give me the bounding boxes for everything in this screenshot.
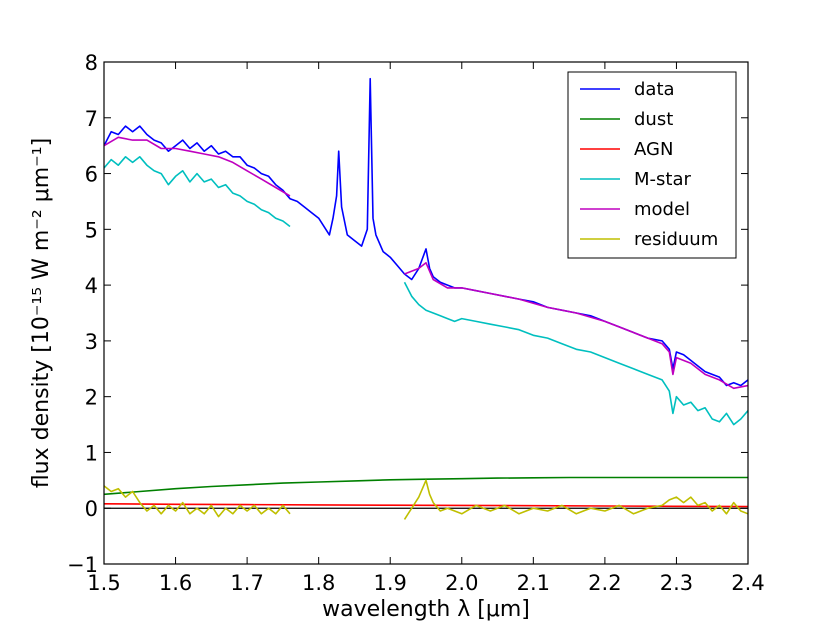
y-tick-label: 6 xyxy=(85,163,98,187)
series-line-agn xyxy=(104,503,748,508)
x-axis-label: wavelength λ [μm] xyxy=(322,597,530,622)
x-tick-label: 1.6 xyxy=(159,571,192,595)
y-tick-label: 3 xyxy=(85,330,98,354)
y-tick-label: 8 xyxy=(85,51,98,75)
series-line-dust xyxy=(104,476,748,496)
x-tick-label: 2.2 xyxy=(588,571,621,595)
x-tick-label: 2.1 xyxy=(517,571,550,595)
legend-label-agn: AGN xyxy=(634,139,673,160)
series-line-m-star-1 xyxy=(104,156,291,228)
series-line-m-star-2 xyxy=(403,281,748,426)
x-tick-label: 2.0 xyxy=(445,571,478,595)
legend-label-m-star: M-star xyxy=(634,169,691,190)
y-axis-label: flux density [10⁻¹⁵ W m⁻² μm⁻¹] xyxy=(29,138,54,488)
x-tick-label: 1.9 xyxy=(374,571,407,595)
legend: data dust AGN M-star model residuum xyxy=(567,71,737,259)
ticks-layer: 1.5 1.6 1.7 1.8 1.9 2.0 2.1 2.2 2.3 2.4 −1 0 1 2 3 4 5 6 7… xyxy=(67,51,765,595)
y-tick-label: 5 xyxy=(85,218,98,242)
series-layer xyxy=(104,77,748,520)
plot-frame xyxy=(103,61,749,565)
y-tick-label: 2 xyxy=(85,386,98,410)
legend-label-residuum: residuum xyxy=(634,229,718,250)
x-tick-label: 1.5 xyxy=(87,571,120,595)
x-tick-label: 2.4 xyxy=(731,571,764,595)
x-tick-label: 1.7 xyxy=(230,571,263,595)
series-line-residuum-2 xyxy=(403,479,748,520)
legend-label-data: data xyxy=(634,79,675,100)
y-tick-label: 4 xyxy=(85,274,98,298)
series-line-model-2 xyxy=(404,262,748,390)
y-tick-label: 1 xyxy=(85,441,98,465)
y-tick-label: 7 xyxy=(85,107,98,131)
y-tick-label: −1 xyxy=(67,553,98,577)
legend-label-model: model xyxy=(634,199,690,220)
legend-label-dust: dust xyxy=(634,109,673,130)
series-line-model-1 xyxy=(104,136,291,197)
series-line-residuum-1 xyxy=(104,485,291,518)
y-tick-label: 0 xyxy=(85,497,98,521)
legend-frame xyxy=(567,71,737,259)
x-tick-label: 2.3 xyxy=(660,571,693,595)
x-tick-label: 1.8 xyxy=(302,571,335,595)
